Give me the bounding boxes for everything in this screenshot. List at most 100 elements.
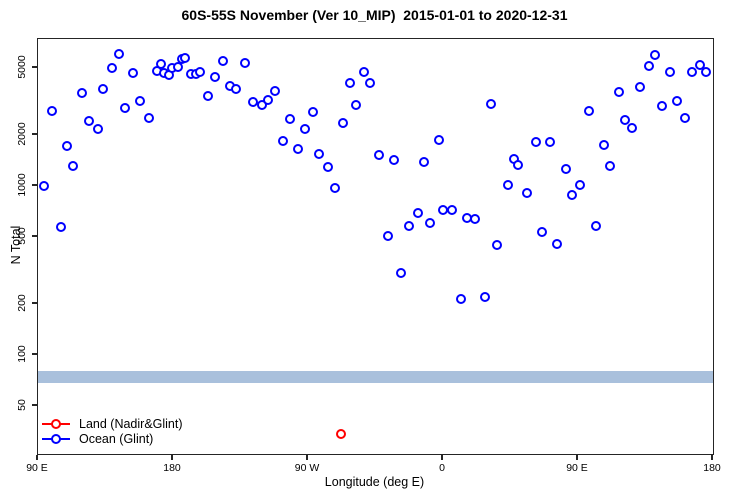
data-point-ocean: [486, 99, 496, 110]
data-point-ocean: [694, 60, 705, 71]
y-tick-mark: [32, 66, 37, 68]
data-point-ocean: [93, 124, 103, 135]
y-tick-label: 50: [16, 399, 28, 411]
data-point-ocean: [544, 137, 555, 147]
data-point-ocean: [84, 115, 94, 126]
data-point-ocean: [330, 182, 340, 193]
x-tick-label: 90 E: [566, 462, 588, 474]
data-point-ocean: [502, 179, 513, 190]
data-point-ocean: [480, 291, 490, 302]
x-tick-label: 180: [703, 462, 721, 474]
data-point-ocean: [285, 113, 295, 124]
data-point-ocean: [643, 60, 654, 71]
data-point-ocean: [424, 218, 435, 229]
data-point-ocean: [513, 159, 523, 170]
data-point-ocean: [412, 208, 423, 219]
x-tick-label: 90 W: [294, 462, 320, 474]
x-tick-mark: [441, 454, 443, 460]
data-point-ocean: [657, 100, 667, 111]
data-point-ocean: [382, 231, 393, 242]
data-point-ocean: [418, 157, 429, 168]
data-point-ocean: [202, 91, 213, 102]
data-point-ocean: [172, 62, 183, 73]
y-tick-mark: [32, 184, 37, 186]
y-tick-mark: [32, 353, 37, 355]
data-point-ocean: [262, 95, 273, 106]
data-point-ocean: [135, 95, 145, 106]
data-point-ocean: [574, 179, 585, 190]
data-point-ocean: [469, 213, 480, 224]
data-point-ocean: [403, 221, 414, 232]
data-point-ocean: [492, 239, 502, 250]
data-point-ocean: [531, 136, 541, 147]
data-point-ocean: [231, 83, 241, 94]
data-point-ocean: [561, 163, 571, 174]
data-point-ocean: [345, 78, 355, 89]
x-tick-mark: [576, 454, 578, 460]
legend-line-circle-icon: [42, 418, 70, 429]
data-point-ocean: [307, 106, 318, 117]
data-point-ocean: [76, 88, 87, 99]
data-point-ocean: [337, 117, 348, 128]
data-point-ocean: [649, 49, 660, 60]
data-point-ocean: [447, 205, 457, 215]
data-point-ocean: [364, 78, 375, 89]
data-point-ocean: [61, 140, 72, 151]
y-tick-mark: [32, 235, 37, 237]
data-point-ocean: [433, 134, 444, 145]
data-point-ocean: [300, 123, 310, 134]
chart-title: 60S-55S November (Ver 10_MIP) 2015-01-01…: [181, 7, 568, 23]
data-point-ocean: [156, 59, 166, 70]
legend-circle: [51, 418, 61, 429]
x-axis-label: Longitude (deg E): [324, 475, 425, 489]
data-point-ocean: [144, 113, 154, 124]
data-point-ocean: [322, 162, 333, 173]
y-tick-label: 2000: [16, 122, 28, 146]
legend-label: Land (Nadir&Glint): [79, 416, 183, 431]
x-tick-mark: [711, 454, 713, 460]
data-point-ocean: [240, 58, 250, 69]
data-point-ocean: [396, 268, 406, 279]
data-point-ocean: [388, 155, 399, 166]
y-tick-label: 100: [16, 345, 28, 363]
y-tick-label: 5000: [16, 55, 28, 79]
data-point-ocean: [217, 56, 228, 67]
data-point-ocean: [373, 149, 384, 160]
data-point-ocean: [67, 160, 78, 171]
x-tick-label: 0: [439, 462, 445, 474]
data-point-ocean: [598, 140, 609, 151]
data-point-ocean: [567, 190, 577, 201]
data-point-ocean: [604, 161, 615, 172]
y-tick-label: 1000: [16, 173, 28, 197]
data-point-ocean: [672, 95, 682, 106]
data-point-ocean: [358, 66, 369, 77]
data-point-ocean: [522, 188, 532, 199]
data-point-ocean: [351, 100, 361, 111]
data-point-ocean: [270, 86, 280, 97]
data-point-ocean: [634, 81, 645, 92]
x-tick-mark: [36, 454, 38, 460]
data-point-ocean: [97, 83, 108, 94]
data-point-ocean: [700, 67, 711, 78]
y-tick-mark: [32, 302, 37, 304]
data-point-ocean: [456, 293, 466, 304]
y-tick-mark: [32, 133, 37, 135]
data-point-ocean: [277, 135, 288, 146]
x-tick-label: 180: [163, 462, 181, 474]
data-point-ocean: [313, 148, 324, 159]
data-point-ocean: [127, 67, 138, 78]
data-point-ocean: [619, 114, 630, 125]
data-point-ocean: [613, 86, 624, 97]
data-point-ocean: [583, 105, 594, 116]
data-point-land: [336, 429, 346, 440]
data-point-ocean: [591, 220, 601, 231]
data-point-ocean: [627, 122, 637, 133]
data-point-ocean: [687, 66, 697, 77]
y-axis-label: N Total: [9, 225, 23, 265]
data-point-ocean: [120, 102, 130, 113]
legend-item: Land (Nadir&Glint): [42, 416, 183, 431]
data-point-ocean: [180, 52, 190, 63]
y-tick-mark: [32, 404, 37, 406]
legend-circle: [51, 433, 61, 444]
data-point-ocean: [114, 49, 124, 60]
